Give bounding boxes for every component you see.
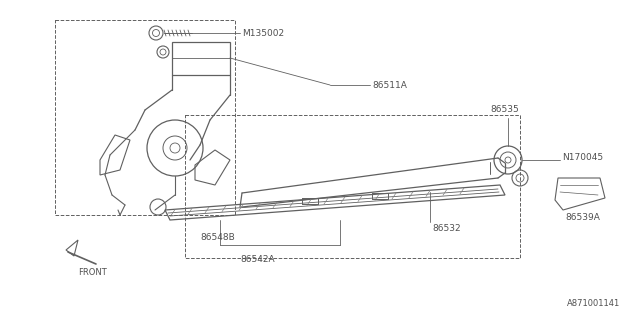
Text: 86542A: 86542A [240,255,275,265]
Text: FRONT: FRONT [78,268,107,277]
Text: 86548B: 86548B [200,234,235,243]
Text: 86511A: 86511A [372,81,407,90]
Text: N170045: N170045 [562,154,603,163]
Text: 86532: 86532 [432,224,461,233]
Text: A871001141: A871001141 [567,299,620,308]
Text: 86535: 86535 [490,106,519,115]
Text: 86539A: 86539A [565,213,600,222]
Text: M135002: M135002 [242,28,284,37]
